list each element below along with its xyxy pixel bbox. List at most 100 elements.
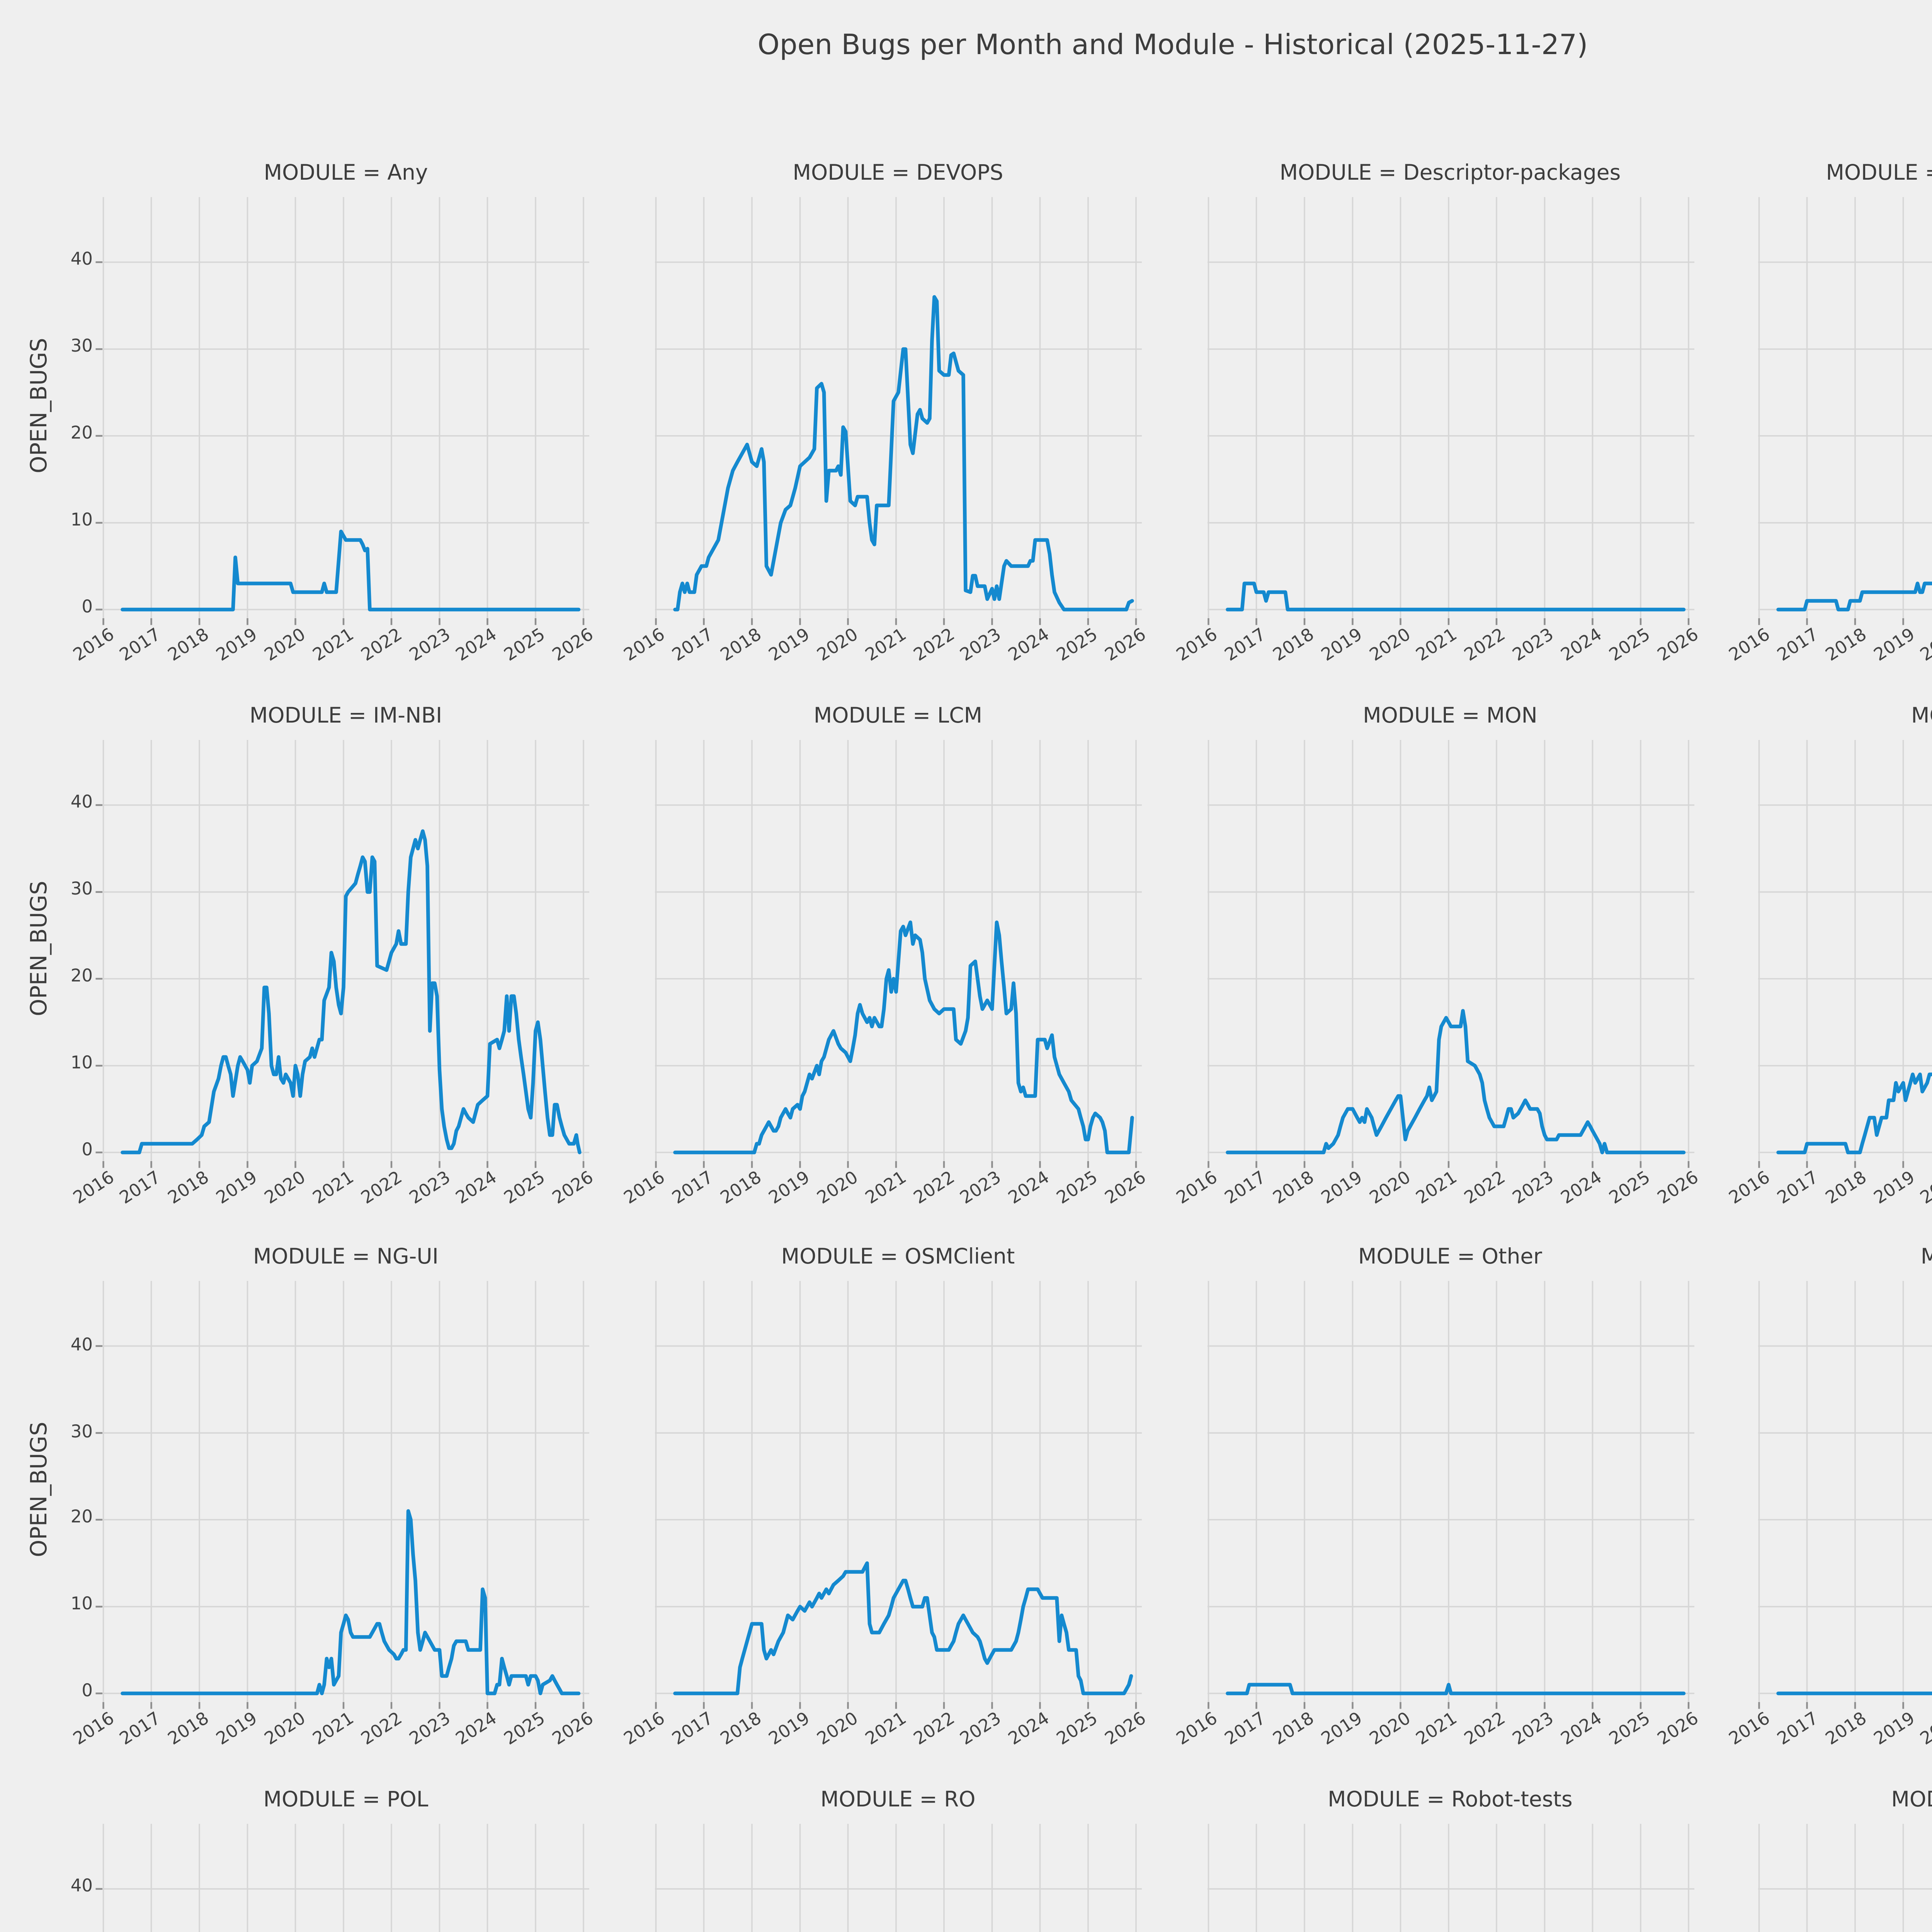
x-tick-label: 2017	[670, 1710, 718, 1751]
x-tick-label: 2023	[1510, 1710, 1558, 1751]
facet-devops: MODULE = DEVOPS 2016 2017 2018 2019 2020 2021 2…	[622, 160, 1150, 666]
x-tick-label: 2017	[670, 626, 718, 667]
x-tick-label: 2017	[1222, 1710, 1270, 1751]
x-tick-label: 2019	[1871, 1710, 1918, 1751]
x-tick-label: 2017	[1774, 626, 1822, 667]
plot-area	[654, 1281, 1141, 1710]
x-tick-label: 2019	[1871, 626, 1918, 667]
series-line	[1225, 582, 1685, 612]
x-tick-label: 2025	[1606, 626, 1654, 667]
facet-title: MODULE = Descriptor-packages	[1279, 160, 1621, 185]
plot-area	[654, 1824, 1141, 1932]
series-line	[121, 529, 581, 612]
x-tick-label: 2018	[166, 626, 214, 667]
x-tick-label: 2021	[310, 1710, 358, 1751]
x-tick-label: 2021	[310, 1168, 358, 1209]
facet-any: MODULE = Any 2016 2017 2018 2019 2020 2021 2022…	[25, 160, 598, 666]
x-tick-label: 2026	[1654, 1710, 1702, 1751]
plot-area	[1206, 197, 1694, 625]
plot-area	[1759, 1281, 1932, 1710]
x-tick-label: 2023	[1510, 1168, 1558, 1209]
x-tick-label: 2020	[1918, 1168, 1932, 1209]
x-tick-label: 2022	[910, 1710, 958, 1751]
facet-title: MODULE = PLA	[1759, 1245, 1932, 1270]
x-tick-label: 2017	[1774, 1168, 1822, 1209]
facet-documentation-wiki: MODULE = Documentation / Wiki20162017201…	[1726, 160, 1932, 666]
x-tick-label: 2022	[1462, 1168, 1510, 1209]
x-tick-label: 2020	[262, 1710, 310, 1751]
plot-area	[95, 1281, 589, 1710]
y-tick-label: 30	[70, 338, 93, 358]
x-tick-label: 2023	[958, 626, 1006, 667]
x-tick-label: 2019	[1318, 626, 1366, 667]
x-tick-label: 2020	[814, 1168, 862, 1209]
facet-title: MODULE = OSMClient	[781, 1245, 1015, 1270]
x-tick-label: 2016	[622, 626, 670, 667]
x-tick-label: 2024	[1006, 1710, 1054, 1751]
x-tick-label: 2018	[1270, 1710, 1318, 1751]
x-tick-label: 2021	[862, 1710, 910, 1751]
x-tick-label: 2020	[262, 1168, 310, 1209]
y-tick-label: 0	[82, 1141, 93, 1161]
facet-title: MODULE = N2VC	[1911, 702, 1932, 728]
facet-title: MODULE = Other	[1358, 1245, 1542, 1270]
y-tick-label: 40	[70, 794, 93, 813]
x-tick-label: 2019	[766, 1710, 814, 1751]
x-tick-label: 2024	[1558, 626, 1606, 667]
facet-title: MODULE = IM-NBI	[249, 702, 442, 728]
x-tick-label: 2016	[1726, 1710, 1774, 1751]
facet-n2vc: MODULE = N2VC201620172018201920202021202…	[1726, 702, 1932, 1209]
x-tick-label: 2026	[1654, 626, 1702, 667]
facet-title: MODULE = Unknown	[1891, 1787, 1932, 1813]
x-tick-label: 2018	[718, 1710, 766, 1751]
x-tick-label: 2019	[1318, 1710, 1366, 1751]
y-tick-label: 10	[70, 1054, 93, 1074]
x-tick-label: 2020	[1366, 626, 1414, 667]
series-line	[673, 1562, 1133, 1696]
x-tick-label: 2020	[814, 626, 862, 667]
x-tick-label: 2019	[214, 626, 262, 667]
x-tick-label: 2017	[670, 1168, 718, 1209]
x-tick-label: 2026	[1654, 1168, 1702, 1209]
series-line	[121, 828, 582, 1154]
y-axis-label: OPEN_BUGS	[25, 338, 52, 473]
x-tick-label: 2017	[118, 1710, 166, 1751]
facet-pol: MODULE = POL2016201720182019202020212022…	[71, 1787, 589, 1932]
x-tick-label: 2019	[214, 1710, 262, 1751]
x-tick-label: 2016	[622, 1710, 670, 1751]
x-tick-label: 2018	[718, 1168, 766, 1209]
y-tick-label: 40	[70, 1336, 93, 1355]
x-tick-label: 2023	[406, 626, 454, 667]
x-tick-label: 2024	[1558, 1710, 1606, 1751]
x-tick-label: 2025	[1606, 1710, 1654, 1751]
y-tick-label: 20	[70, 425, 93, 445]
x-tick-label: 2025	[1606, 1168, 1654, 1209]
facet-ng-ui: MODULE = NG-UI 2016 2017 2018 2019 2020 2021 20…	[25, 1245, 598, 1751]
facet-title: MODULE = DEVOPS	[793, 160, 1003, 185]
x-tick-label: 2026	[1102, 1710, 1150, 1751]
plot-area	[1759, 197, 1932, 625]
x-tick-label: 2023	[1510, 626, 1558, 667]
x-tick-label: 2020	[262, 626, 310, 667]
facet-im-nbi: MODULE = IM-NBI 2016 2017 2018 2019 2020 2021 2…	[25, 702, 598, 1208]
x-tick-label: 2022	[358, 1168, 406, 1209]
facet-other: MODULE = Other 2016 2017 2018 2019 2020 2021 20…	[1174, 1245, 1702, 1751]
x-tick-label: 2020	[1918, 626, 1932, 667]
x-tick-label: 2022	[1462, 1710, 1510, 1751]
x-tick-label: 2024	[1558, 1168, 1606, 1209]
x-tick-label: 2021	[862, 626, 910, 667]
x-tick-label: 2025	[1054, 626, 1102, 667]
facet-title: MODULE = POL	[263, 1787, 429, 1813]
facet-title: MODULE = Any	[264, 160, 428, 185]
series-line	[1777, 1072, 1932, 1154]
y-tick-label: 0	[82, 1683, 93, 1703]
x-tick-label: 2018	[718, 626, 766, 667]
x-tick-label: 2021	[862, 1168, 910, 1209]
plot-area	[1206, 739, 1694, 1167]
plot-area	[654, 197, 1141, 625]
plot-area	[95, 1824, 589, 1932]
x-tick-label: 2021	[1414, 626, 1462, 667]
facet-title: MODULE = Robot-tests	[1328, 1787, 1573, 1813]
facet-descriptor-packages: MODULE = Descriptor-packages 2016 2017 2018…	[1174, 160, 1702, 666]
x-tick-label: 2022	[910, 626, 958, 667]
